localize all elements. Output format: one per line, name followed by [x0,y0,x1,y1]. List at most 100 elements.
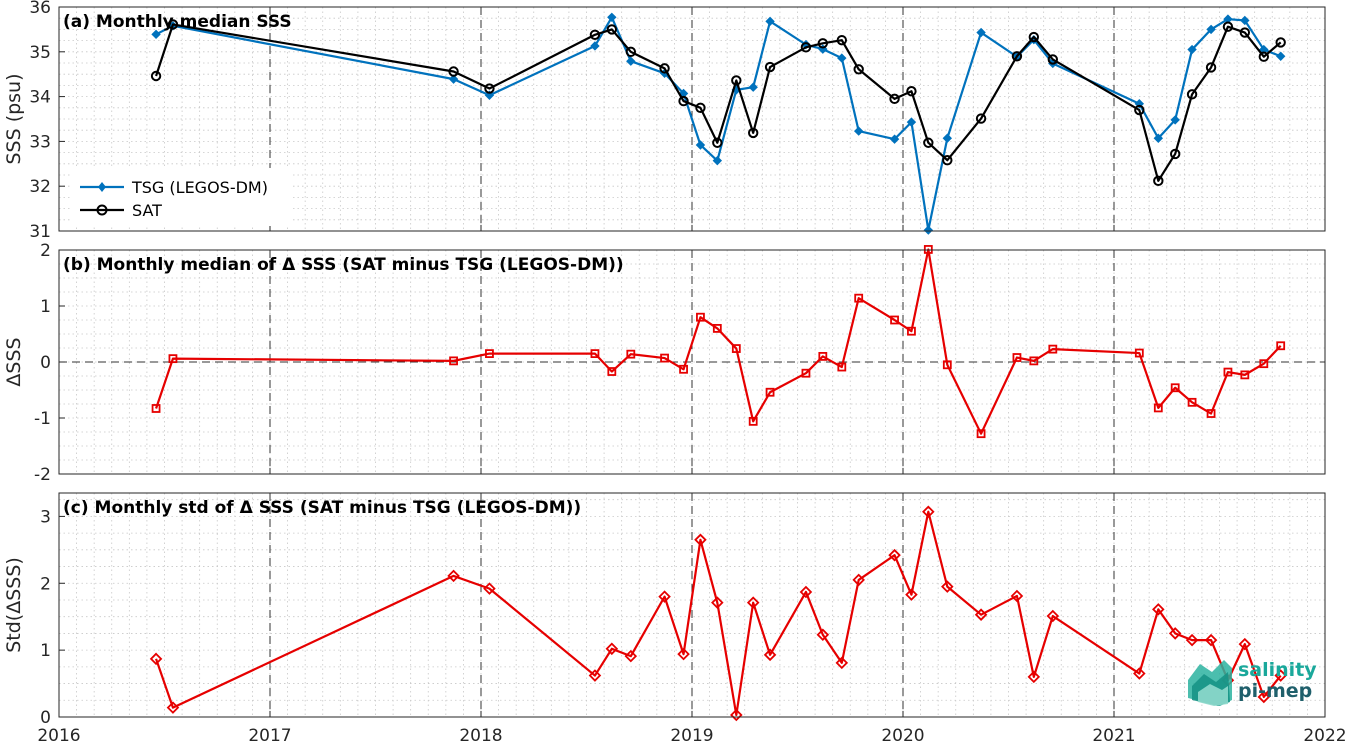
data-point [151,29,161,40]
data-point [1222,21,1234,32]
data-point [922,505,935,518]
data-point [1134,104,1145,116]
data-point [168,354,178,364]
data-point [731,75,742,86]
y-tick-label: 32 [29,177,51,197]
x-tick-label: 2022 [1303,726,1346,745]
x-tick-label: 2017 [248,726,291,745]
data-point [607,12,617,23]
y-tick-label: 33 [29,132,51,152]
x-tick-label: 2016 [37,726,80,745]
panel-c-ylabel: Std(ΔSSS) [3,557,25,653]
data-point [626,349,636,359]
logo-wave-icon [1188,660,1232,706]
y-tick-label: 31 [29,222,51,242]
data-point [711,596,724,609]
data-point [483,582,496,595]
data-point [1046,609,1060,623]
panel-b: -2 -1 0 1 2 (b) Monthly median of Δ SSS (SAT… [3,241,1326,485]
data-point [942,133,953,143]
legend-sat-marker [96,204,108,216]
data-point [1012,353,1022,362]
data-point [677,647,690,661]
data-point [1169,148,1181,160]
panel-c-year-lines [269,493,1115,717]
data-point [1027,670,1041,684]
data-point [1029,356,1039,366]
data-point [799,585,813,599]
panel-b-y-ticks: -2 -1 0 1 2 [34,241,1326,485]
legend-tsg-label: TSG (LEGOS-DM) [131,178,268,197]
series-line [155,248,1282,435]
data-point [763,648,777,662]
y-tick-label: 1 [40,641,51,661]
y-tick-label: -2 [34,465,51,485]
data-point [923,137,934,148]
data-point [605,642,619,656]
data-point [837,362,847,372]
panel-a-y-ticks: 31 32 33 34 35 36 [29,0,1326,242]
data-point [1275,51,1286,61]
legend-sat: SAT [80,201,162,220]
data-point [1240,370,1250,380]
data-point [852,573,865,587]
data-point [853,126,864,136]
data-point [1153,403,1163,413]
data-point [151,404,161,413]
panel-c-x-ticks: 2016 2017 2018 2019 2020 2021 2022 [37,711,1347,745]
data-point [1047,54,1059,65]
data-point [941,580,954,593]
x-tick-label: 2021 [1092,726,1135,745]
data-point [679,364,688,374]
data-point [974,608,988,621]
y-tick-label: 0 [40,353,51,373]
data-point [484,83,495,94]
data-point [1206,24,1216,35]
panel-a: 31 32 33 34 35 36 (a) Monthly median SSS SSS … [3,0,1326,242]
data-point [167,19,179,30]
data-point [889,134,900,144]
data-point [801,368,811,378]
data-point [746,596,760,609]
data-point [590,41,600,51]
x-tick-label: 2018 [459,726,502,745]
data-point [625,46,637,57]
x-tick-label: 2019 [670,726,713,745]
data-point [1186,89,1198,100]
data-point [150,70,162,82]
data-point [854,293,864,303]
data-point [1153,175,1164,187]
legend-sat-label: SAT [132,201,162,220]
data-point [1048,344,1058,354]
legend-box [70,168,290,226]
data-point [818,351,828,361]
data-point [1204,633,1218,647]
data-point [1187,44,1197,55]
logo-text-pimep: pi-mep [1238,680,1312,702]
data-point [907,326,916,336]
data-point [589,29,601,40]
data-point [658,590,671,603]
data-point [1010,589,1024,603]
data-point [942,360,952,370]
data-point [1187,397,1197,407]
data-point [626,56,636,66]
data-point [905,588,918,601]
data-point [712,323,722,333]
data-point [975,113,987,124]
data-point [1134,348,1144,358]
data-point [447,569,460,583]
data-point [764,61,776,73]
logo-text-salinity: salinity [1238,659,1317,681]
data-point [837,53,847,63]
legend: TSG (LEGOS-DM) SAT [70,168,290,226]
data-point [696,312,705,322]
data-point [449,356,458,366]
data-point [1259,359,1269,369]
y-tick-label: 3 [40,507,51,527]
data-point [976,27,986,38]
panel-c-y-ticks: 0 1 2 3 [40,507,65,728]
data-point [1276,341,1286,351]
y-tick-label: 35 [29,43,51,63]
data-point [1185,633,1199,647]
